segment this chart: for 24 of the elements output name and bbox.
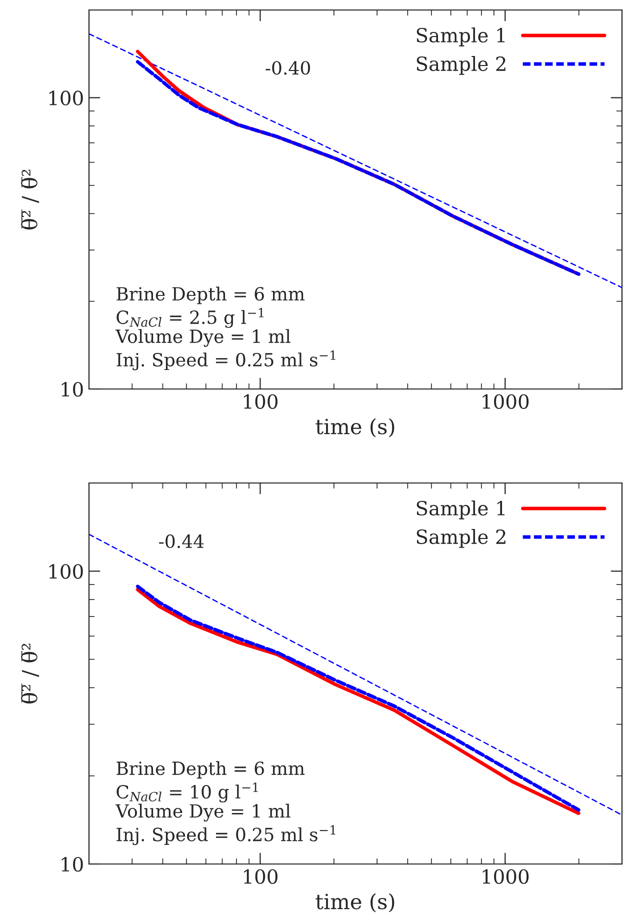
y-tick-label: 10 — [62, 382, 83, 397]
annotation: -0.44 — [159, 534, 204, 548]
annotation: Brine Depth = 6 mm — [116, 286, 305, 304]
x-axis-title: time (s) — [316, 418, 394, 438]
legend-label: Sample 2 — [416, 56, 506, 75]
y-tick-label: 10 — [62, 856, 83, 872]
annotation: C$_{NaCl}$ = 10 g l$^{−1}$ — [116, 782, 258, 802]
annotation: Inj. Speed = 0.25 ml s$^{−1}$ — [116, 350, 336, 370]
legend-label: Sample 1 — [416, 500, 505, 520]
annotation: -0.40 — [266, 61, 310, 75]
x-tick-label: 1000 — [482, 394, 529, 409]
annotation: Inj. Speed = 0.25 ml s$^{−1}$ — [116, 825, 336, 846]
legend-label: Sample 2 — [416, 529, 506, 548]
annotation: C$_{NaCl}$ = 2.5 g l$^{−1}$ — [116, 308, 264, 328]
annotation: Volume Dye = 1 ml — [115, 804, 290, 822]
legend-label: Sample 1 — [416, 28, 505, 46]
annotation: Brine Depth = 6 mm — [116, 761, 305, 779]
x-axis-title: time (s) — [316, 893, 394, 912]
y-axis-title: θ̅²̅ / θ̅² — [21, 644, 40, 704]
x-tick-label: 1000 — [482, 869, 529, 884]
y-axis-title: θ̅²̅ / θ̅² — [21, 170, 40, 230]
y-tick-label: 100 — [49, 564, 83, 579]
annotation: Volume Dye = 1 ml — [115, 329, 290, 347]
y-tick-label: 100 — [49, 90, 83, 106]
